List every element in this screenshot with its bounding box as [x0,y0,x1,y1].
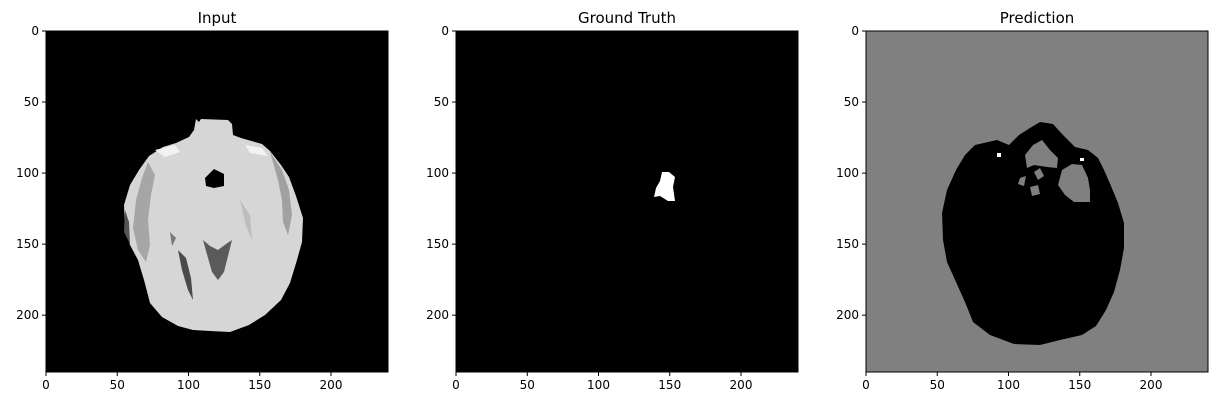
y-tick-label: 0 [851,24,859,38]
y-tick-label: 150 [426,237,449,251]
x-tick-label: 150 [1068,378,1091,392]
y-tick-label: 100 [16,166,39,180]
brain-slice-image [124,119,303,332]
x-tick-label: 100 [177,378,200,392]
x-tick-label: 0 [452,378,460,392]
x-tick-label: 50 [110,378,125,392]
axes-frame [455,30,799,373]
x-ticks: 0 50 100 150 200 [862,372,1162,392]
image-area [456,31,798,372]
y-tick-label: 50 [24,95,39,109]
x-tick-label: 200 [320,378,343,392]
y-tick-label: 200 [16,308,39,322]
y-ticks: 0 50 100 150 200 [16,24,46,322]
y-tick-label: 200 [836,308,859,322]
y-tick-label: 100 [426,166,449,180]
y-ticks: 0 50 100 150 200 [426,24,456,322]
panel-ground-truth: Ground Truth 0 50 100 150 200 0 50 100 150 200 [426,9,799,392]
y-tick-label: 100 [836,166,859,180]
x-tick-label: 100 [997,378,1020,392]
panel-title: Ground Truth [578,9,676,27]
y-tick-label: 150 [836,237,859,251]
x-tick-label: 150 [658,378,681,392]
panel-title: Input [198,9,237,27]
axes-frame [45,30,389,373]
x-tick-label: 200 [730,378,753,392]
axes-frame [865,30,1209,373]
y-tick-label: 50 [844,95,859,109]
x-tick-label: 0 [42,378,50,392]
panel-prediction: Prediction 0 50 100 150 200 0 50 100 150 200 [836,9,1209,392]
x-tick-label: 200 [1140,378,1163,392]
x-ticks: 0 50 100 150 200 [42,372,342,392]
prediction-region [942,122,1124,345]
x-ticks: 0 50 100 150 200 [452,372,752,392]
x-tick-label: 50 [930,378,945,392]
y-tick-label: 0 [31,24,39,38]
ground-truth-mask [654,172,675,201]
y-tick-label: 50 [434,95,449,109]
panel-input: Input 0 50 100 150 200 0 50 100 150 200 [16,9,389,392]
panel-title: Prediction [1000,9,1075,27]
x-tick-label: 0 [862,378,870,392]
x-tick-label: 150 [248,378,271,392]
y-tick-label: 200 [426,308,449,322]
x-tick-label: 100 [587,378,610,392]
y-tick-label: 0 [441,24,449,38]
y-ticks: 0 50 100 150 200 [836,24,866,322]
y-tick-label: 150 [16,237,39,251]
x-tick-label: 50 [520,378,535,392]
